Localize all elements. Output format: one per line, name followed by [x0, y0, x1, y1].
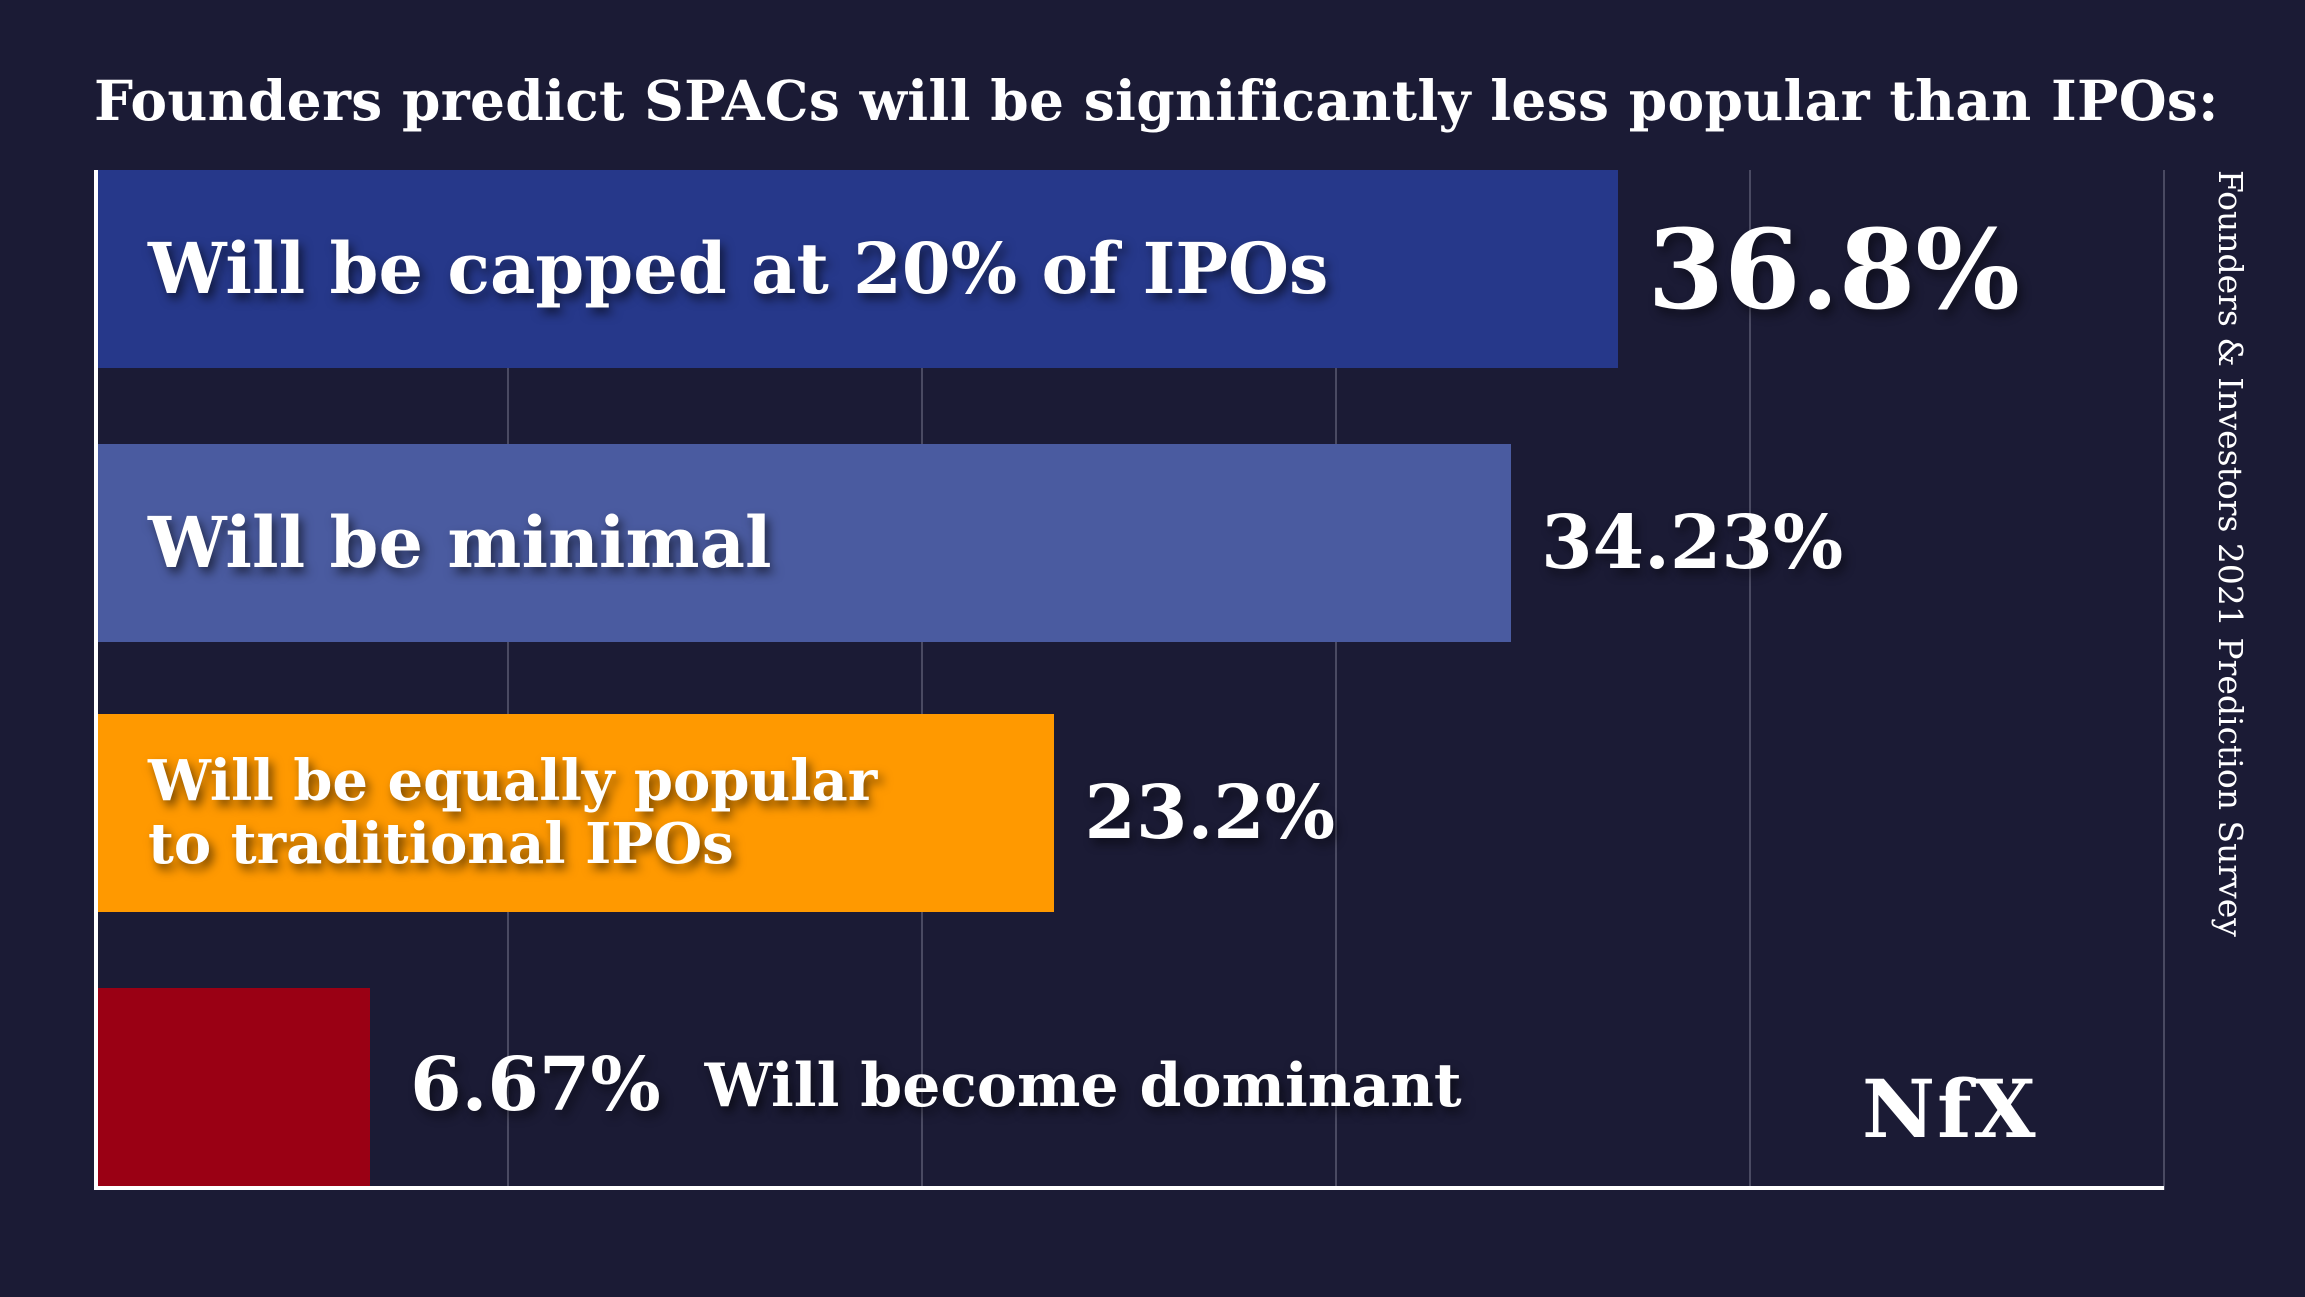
nfx-logo: NfX [1862, 1062, 2038, 1156]
value-label-4: 6.67% [410, 1041, 661, 1128]
value-label-2: 34.23% [1541, 499, 1844, 586]
gridline-20 [921, 170, 923, 1190]
category-label-line: Will be minimal [148, 500, 772, 584]
category-label-line: Will become dominant [704, 1051, 1462, 1122]
gridline-10 [507, 170, 509, 1190]
gridline-50 [2163, 170, 2165, 1190]
category-label-1: Will be capped at 20% of IPOs [148, 226, 1329, 310]
category-label-line: Will be capped at 20% of IPOs [148, 226, 1329, 310]
category-label-2: Will be minimal [148, 500, 772, 584]
category-label-line: Will be equally popular [148, 748, 878, 815]
gridline-40 [1749, 170, 1751, 1190]
bar-3 [98, 714, 1055, 912]
bar-4 [98, 988, 371, 1186]
bar-1 [98, 170, 1618, 368]
chart-title: Founders predict SPACs will be significa… [94, 68, 2219, 133]
gridline-30 [1335, 170, 1337, 1190]
y-axis-line [94, 170, 98, 1190]
category-label-3: Will be equally popular to traditional IP… [148, 750, 877, 875]
category-label-4: Will become dominant [705, 1053, 1462, 1120]
x-axis-line [94, 1186, 2164, 1190]
value-label-1: 36.8% [1647, 204, 2020, 334]
value-label-3: 23.2% [1084, 769, 1336, 856]
bar-2 [98, 444, 1512, 642]
side-caption: Founders & Investors 2021 Prediction Sur… [2211, 170, 2250, 937]
plot-area: Will be capped at 20% of IPOs 36.8% Will b… [94, 170, 2165, 1190]
category-label-line: to traditional IPOs [148, 810, 734, 877]
